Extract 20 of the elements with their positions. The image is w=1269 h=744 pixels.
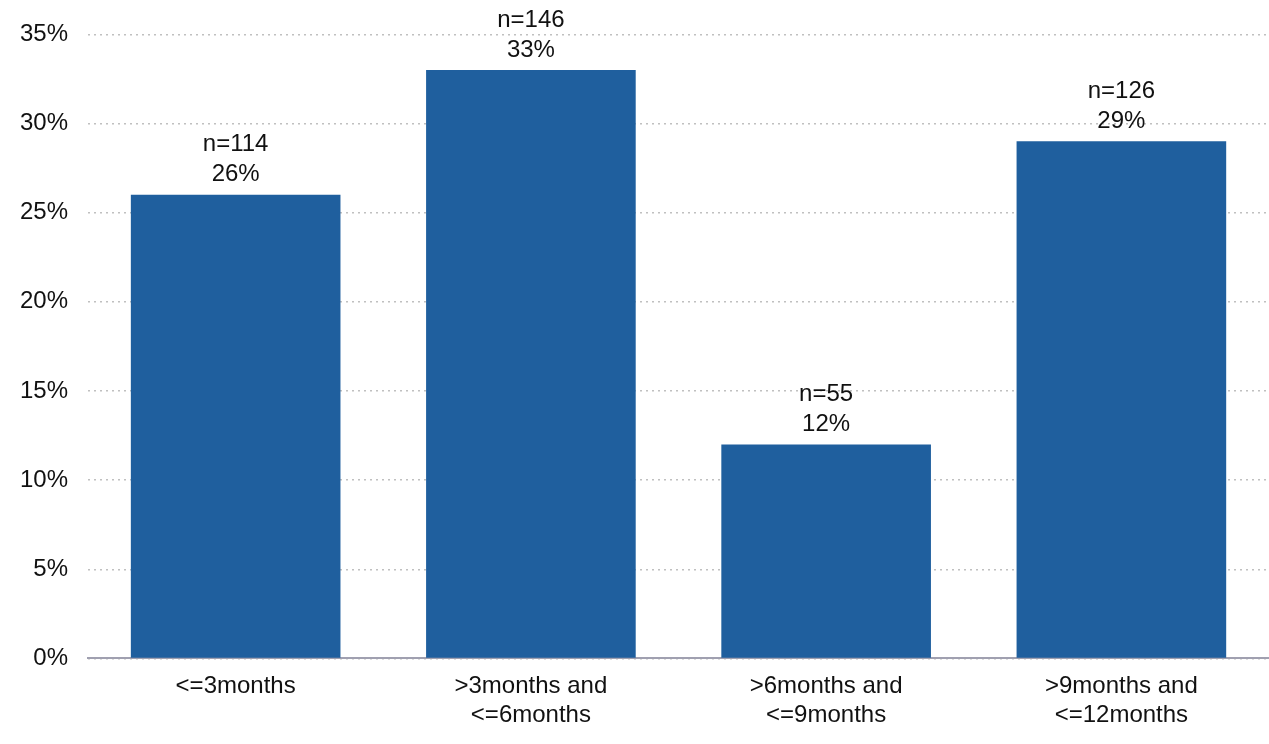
x-tick-label: >9months and <=12months [1044, 671, 1198, 728]
y-tick-label: 20% [19, 286, 69, 314]
y-tick-label: 5% [33, 553, 69, 581]
bar [1016, 141, 1227, 658]
y-tick-label: 30% [19, 108, 69, 136]
data-label: n=55 12% [799, 379, 854, 437]
y-tick-label: 0% [33, 643, 69, 671]
bar [426, 70, 636, 658]
y-tick-label: 25% [19, 197, 69, 225]
x-tick-label: <=3months [175, 671, 296, 699]
data-label: n=126 29% [1087, 76, 1156, 133]
y-tick-label: 35% [19, 19, 69, 47]
data-label: n=114 26% [202, 129, 269, 187]
y-tick-label: 10% [19, 464, 69, 492]
y-tick-label: 15% [19, 375, 69, 403]
x-tick-label: >3months and <=6months [454, 671, 608, 728]
data-label: n=146 33% [497, 4, 565, 62]
bar [721, 444, 931, 658]
x-tick-label: >6months and <=9months [749, 671, 903, 728]
bar [130, 194, 341, 658]
